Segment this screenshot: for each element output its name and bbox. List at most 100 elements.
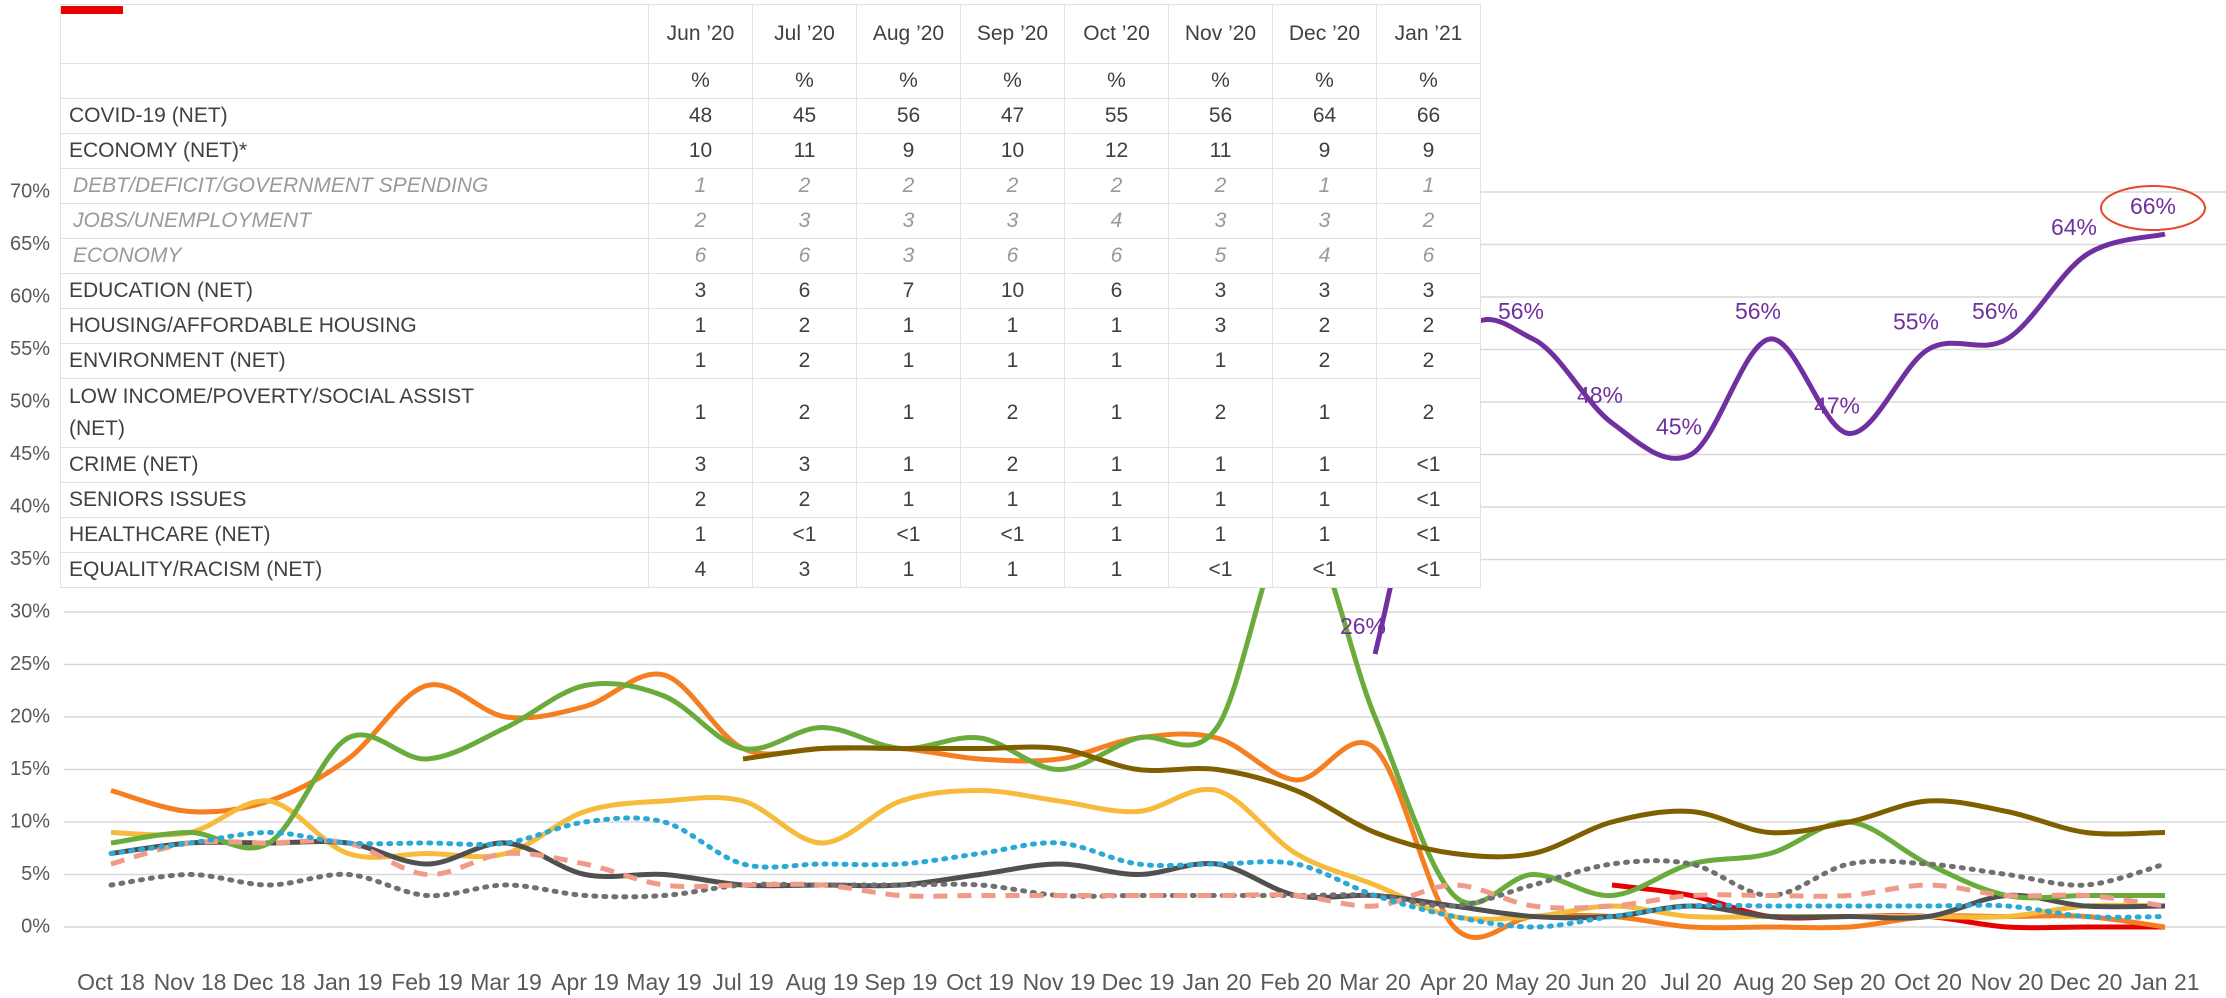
x-tick-label: Oct 19 (946, 969, 1014, 995)
table-value: 48 (648, 98, 753, 134)
table-value: 10 (648, 133, 753, 169)
series-line (110, 514, 2165, 906)
series-line (108, 815, 2168, 930)
table-value: 1 (648, 378, 753, 448)
table-value: 3 (856, 238, 961, 274)
table-value: <1 (1168, 552, 1273, 588)
month-header: Aug ’20 (856, 4, 961, 64)
table-value: 1 (960, 552, 1065, 588)
x-tick-label: Jan 19 (313, 969, 382, 995)
table-value: 1 (1064, 552, 1169, 588)
row-name: ENVIRONMENT (NET) (60, 5, 649, 379)
x-tick-label: Dec 20 (2050, 969, 2123, 995)
data-label: 45% (1656, 414, 1702, 440)
series-line (110, 838, 2166, 921)
table-value: 2 (1376, 308, 1481, 344)
table-row: COVID-19 (NET) 48 45 56 47 55 56 64 66 (60, 5, 1481, 134)
row-name: EDUCATION (NET) (60, 5, 649, 309)
table-value: 2 (960, 378, 1065, 448)
table-value: 1 (1064, 482, 1169, 518)
table-value: <1 (1272, 552, 1377, 588)
x-tick-label: Oct 20 (1894, 969, 1962, 995)
y-tick-label: 50% (10, 390, 50, 412)
y-tick-label: 20% (10, 705, 50, 727)
table-value: 11 (1168, 133, 1273, 169)
row-label: SENIORS ISSUES (69, 488, 247, 511)
unit-cell: % (856, 63, 961, 99)
row-label: CRIME (NET) (69, 453, 199, 476)
x-tick-label: Aug 20 (1734, 969, 1807, 995)
table-value: 2 (752, 343, 857, 379)
x-tick-label: Nov 20 (1971, 969, 2044, 995)
month-header: Jun ’20 (648, 4, 753, 64)
table-value: 47 (960, 98, 1065, 134)
table-value: 3 (1272, 203, 1377, 239)
table-value: 2 (1064, 168, 1169, 204)
table-value: 1 (1272, 482, 1377, 518)
y-tick-label: 30% (10, 600, 50, 622)
table-value: <1 (752, 517, 857, 553)
x-tick-label: Jul 20 (1660, 969, 1721, 995)
x-tick-label: Oct 18 (77, 969, 145, 995)
unit-cell: % (1272, 63, 1377, 99)
table-row: JOBS/UNEMPLOYMENT 2 3 3 3 4 3 3 2 (60, 5, 1481, 239)
y-tick-label: 70% (10, 180, 50, 202)
unit-cell: % (648, 63, 753, 99)
table-value: 66 (1376, 98, 1481, 134)
table-value: 2 (1168, 378, 1273, 448)
row-name: ECONOMY (NET)* (60, 5, 649, 169)
table-value: 1 (960, 482, 1065, 518)
month-header: Jul ’20 (752, 4, 857, 64)
x-tick-label: Jun 20 (1577, 969, 1646, 995)
row-label: ENVIRONMENT (NET) (69, 349, 286, 372)
x-tick-label: Apr 19 (551, 969, 619, 995)
row-label: DEBT/DEFICIT/GOVERNMENT SPENDING (73, 174, 489, 197)
table-value: 2 (1272, 308, 1377, 344)
table-value: 45 (752, 98, 857, 134)
data-label: 56% (1972, 298, 2018, 324)
table-row: ECONOMY (NET)* 10 11 9 10 12 11 9 9 (60, 5, 1481, 169)
table-value: 2 (1376, 203, 1481, 239)
table-value: 1 (856, 308, 961, 344)
table-value: 1 (1272, 517, 1377, 553)
header-row: Jun ’20 Jul ’20 Aug ’20 Sep ’20 Oct ’20 Nov ’… (60, 4, 1481, 64)
row-name: HEALTHCARE (NET) (60, 5, 649, 553)
table-value: 1 (856, 552, 961, 588)
table-row: EDUCATION (NET) 3 6 7 10 6 3 3 3 (60, 5, 1481, 309)
data-label: 47% (1814, 393, 1860, 419)
row-name: JOBS/UNEMPLOYMENT (60, 5, 649, 239)
series-line (110, 786, 2166, 922)
table-value: 6 (752, 273, 857, 309)
table-value: 12 (1064, 133, 1169, 169)
table-value: 2 (1376, 343, 1481, 379)
table-value: 1 (648, 343, 753, 379)
row-name: LOW INCOME/POVERTY/SOCIAL ASSIST (NET) (60, 378, 649, 448)
table-value: 1 (648, 308, 753, 344)
table-value: 1 (1272, 168, 1377, 204)
month-header: Nov ’20 (1168, 4, 1273, 64)
unit-cell: % (1376, 63, 1481, 99)
row-name: COVID-19 (NET) (60, 5, 649, 134)
table-value: 2 (752, 308, 857, 344)
data-label: 48% (1577, 382, 1623, 408)
y-tick-label: 55% (10, 338, 50, 360)
table-value: 3 (1272, 273, 1377, 309)
table-row: DEBT/DEFICIT/GOVERNMENT SPENDING 1 2 2 2 2 2 1 1 (60, 5, 1481, 204)
x-tick-label: Feb 19 (391, 969, 463, 995)
month-header: Oct ’20 (1064, 4, 1169, 64)
table-value: 4 (648, 552, 753, 588)
x-tick-label: Sep 20 (1813, 969, 1886, 995)
x-tick-label: Dec 19 (1102, 969, 1175, 995)
table-value: 6 (960, 238, 1065, 274)
highlight-circle (2100, 185, 2206, 231)
data-label: 64% (2051, 214, 2097, 240)
row-name: CRIME (NET) (60, 447, 649, 483)
x-tick-label: Mar 20 (1339, 969, 1411, 995)
data-label: 66% (2130, 193, 2176, 219)
table-value: 3 (1168, 203, 1273, 239)
unit-cell: % (960, 63, 1065, 99)
unit-cell: % (1064, 63, 1169, 99)
x-tick-label: Mar 19 (470, 969, 542, 995)
y-tick-label: 5% (21, 863, 50, 885)
